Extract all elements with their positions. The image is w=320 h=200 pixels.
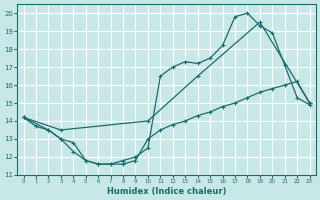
X-axis label: Humidex (Indice chaleur): Humidex (Indice chaleur) — [107, 187, 226, 196]
